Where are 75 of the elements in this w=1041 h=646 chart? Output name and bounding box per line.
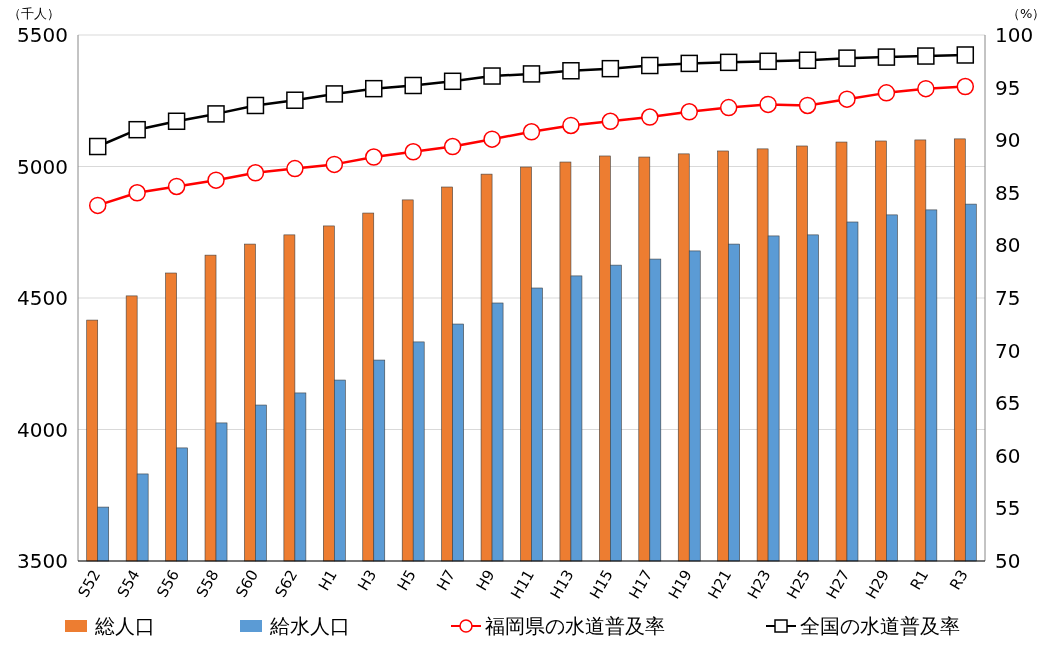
y-tick-label: 5000	[17, 154, 68, 179]
y2-tick-label: 95	[995, 75, 1021, 100]
point	[956, 46, 975, 64]
y2-tick-label: 70	[995, 338, 1021, 363]
y2-tick-label: 65	[995, 391, 1021, 416]
legend-label: 給水人口	[269, 614, 350, 638]
point	[562, 62, 580, 80]
point	[719, 53, 738, 72]
point	[719, 98, 738, 117]
y2-tick-label: 85	[995, 180, 1021, 205]
legend-label: 福岡県の水道普及率	[485, 614, 665, 638]
x-tick-label: R3	[946, 566, 972, 594]
x-tick-label: H1	[314, 566, 341, 594]
point	[325, 155, 344, 174]
point	[128, 184, 146, 202]
point	[483, 67, 501, 85]
point	[128, 120, 146, 139]
y-tick-label: 4500	[17, 286, 68, 310]
point	[325, 85, 344, 103]
point	[877, 84, 896, 102]
x-tick-label: H3	[354, 566, 381, 594]
x-tick-label: H5	[393, 566, 420, 594]
y-tick-label: 4000	[17, 417, 68, 442]
point	[956, 77, 975, 96]
point	[641, 56, 659, 75]
x-tick-label: H7	[433, 566, 460, 594]
x-tick-label: H9	[472, 566, 499, 594]
y2-tick-label: 55	[995, 496, 1021, 521]
point	[680, 103, 698, 121]
point	[404, 76, 422, 95]
point	[404, 143, 422, 161]
point	[917, 47, 935, 65]
point	[759, 52, 777, 71]
point	[365, 148, 383, 166]
y2-axis-title: （%）	[1007, 6, 1041, 21]
y2-tick-label: 75	[995, 286, 1021, 310]
x-tick-label: R1	[906, 566, 933, 594]
y-tick-label: 5500	[17, 23, 68, 47]
point	[601, 59, 620, 78]
point	[522, 65, 541, 83]
point	[443, 72, 462, 91]
y-tick-label: 3500	[17, 549, 68, 573]
point	[917, 79, 935, 98]
point	[798, 51, 817, 69]
y2-tick-label: 100	[995, 23, 1034, 47]
y2-tick-label: 50	[995, 549, 1021, 573]
y2-tick-label: 60	[995, 443, 1021, 468]
point	[798, 96, 817, 115]
legend-label: 全国の水道普及率	[800, 614, 960, 638]
point	[88, 137, 107, 156]
point	[562, 116, 580, 135]
point	[877, 48, 896, 66]
y2-tick-label: 90	[995, 128, 1021, 153]
point	[246, 164, 265, 182]
y-axis-title: （千人）	[8, 6, 60, 21]
point	[759, 95, 777, 114]
point	[167, 177, 186, 196]
point	[286, 159, 304, 178]
legend-label: 総人口	[94, 614, 155, 638]
y2-tick-label: 80	[995, 233, 1021, 258]
point	[286, 91, 304, 109]
point	[246, 96, 265, 115]
point	[601, 112, 620, 131]
point	[443, 137, 462, 156]
point	[641, 108, 659, 126]
point	[522, 123, 541, 141]
point	[680, 54, 698, 73]
point	[207, 105, 225, 123]
point	[207, 171, 225, 189]
point	[365, 79, 383, 98]
point	[483, 130, 501, 148]
point	[167, 112, 186, 131]
point	[838, 90, 856, 108]
point	[88, 196, 107, 215]
point	[838, 49, 856, 67]
